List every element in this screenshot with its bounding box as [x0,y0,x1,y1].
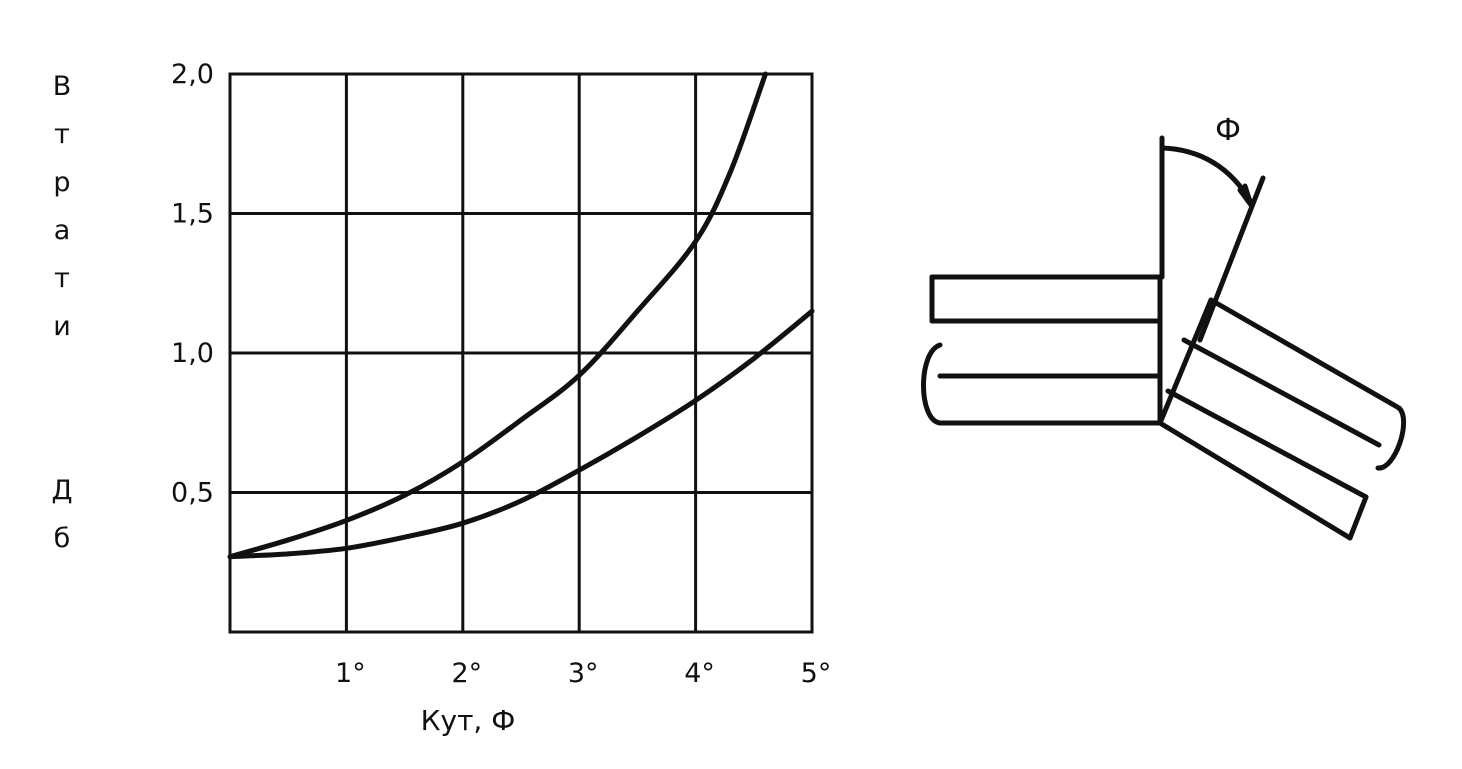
x-tick-label: 3° [568,658,599,689]
x-tick-label: 2° [451,658,482,689]
y-tick-label: 2,0 [171,59,214,90]
right-fiber [1157,297,1406,541]
x-tick-labels: 1° 2° 3° 4° 5° [335,658,831,689]
y-label-letter: р [53,167,70,198]
left-fiber [921,274,1163,426]
angle-arrow [1237,183,1254,208]
y-label-letter: т [54,263,70,294]
y-label-letter: и [53,311,71,342]
x-tick-label: 1° [335,658,366,689]
y-label-letter: Д [51,475,72,506]
y-label-letter: а [54,215,71,246]
y-label-letter: В [53,71,72,102]
y-label-letter: т [54,119,70,150]
series-line-1 [227,71,768,560]
chart-series [227,71,815,560]
angle-label: Ф [1215,113,1241,148]
y-tick-label: 1,5 [171,199,214,230]
fiber-splice-diagram [921,135,1406,541]
x-tick-label: 4° [684,658,715,689]
y-label-letter: б [54,523,71,554]
y-tick-label: 0,5 [171,478,214,509]
y-tick-labels: 0,5 1,0 1,5 2,0 [171,59,214,509]
tilted-axis-line [1197,175,1266,343]
series-line-2 [227,308,815,560]
chart-grid [228,72,814,634]
x-tick-label: 5° [801,658,832,689]
angle-arc [1159,145,1254,205]
x-axis-label: Кут, Ф [421,704,516,737]
y-tick-label: 1,0 [171,338,214,369]
